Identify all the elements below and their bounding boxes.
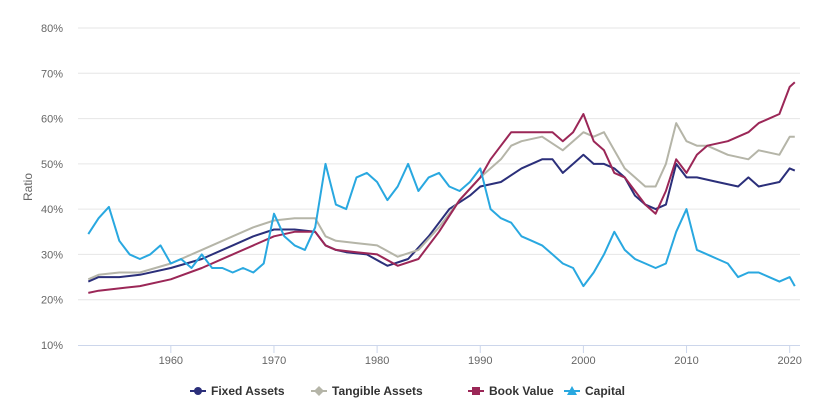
x-tick-label: 1990	[468, 355, 492, 367]
x-tick-label: 1970	[262, 355, 286, 367]
y-tick-label: 70%	[41, 68, 63, 80]
x-tick-label: 2010	[674, 355, 698, 367]
series-line-0	[87, 153, 796, 283]
legend-marker-square	[472, 387, 480, 395]
gridlines	[78, 27, 800, 301]
legend: Fixed Assets Tangible Assets Book Value Cap…	[190, 384, 625, 398]
y-axis-ticks: 10% 20% 30% 40% 50% 60% 70% 80%	[41, 23, 63, 352]
x-tick-label: 2000	[571, 355, 595, 367]
series-lines	[87, 81, 796, 294]
x-tick-label: 1960	[159, 355, 183, 367]
x-tick-label: 1980	[365, 355, 389, 367]
series-line-2	[88, 81, 796, 294]
legend-marker-diamond	[314, 386, 324, 396]
series-line-3	[87, 162, 796, 288]
legend-label: Fixed Assets	[211, 384, 285, 398]
y-tick-label: 40%	[41, 204, 63, 216]
legend-item[interactable]: Fixed Assets	[190, 384, 285, 398]
legend-label: Tangible Assets	[332, 384, 423, 398]
y-axis-label: Ratio	[21, 173, 35, 201]
y-tick-label: 30%	[41, 249, 63, 261]
y-tick-label: 60%	[41, 114, 63, 126]
legend-label: Capital	[585, 384, 625, 398]
legend-marker-circle	[194, 387, 202, 395]
legend-item[interactable]: Book Value	[468, 384, 554, 398]
y-tick-label: 80%	[41, 23, 63, 35]
x-axis: 1960 1970 1980 1990 2000 2010 2020	[78, 345, 802, 367]
legend-item[interactable]: Capital	[564, 384, 625, 398]
legend-marker-triangle	[567, 386, 577, 395]
legend-item[interactable]: Tangible Assets	[311, 384, 423, 398]
y-tick-label: 10%	[41, 340, 63, 352]
y-tick-label: 20%	[41, 295, 63, 307]
y-tick-label: 50%	[41, 159, 63, 171]
series-line-1	[87, 122, 795, 281]
x-tick-label: 2020	[777, 355, 801, 367]
legend-label: Book Value	[489, 384, 554, 398]
